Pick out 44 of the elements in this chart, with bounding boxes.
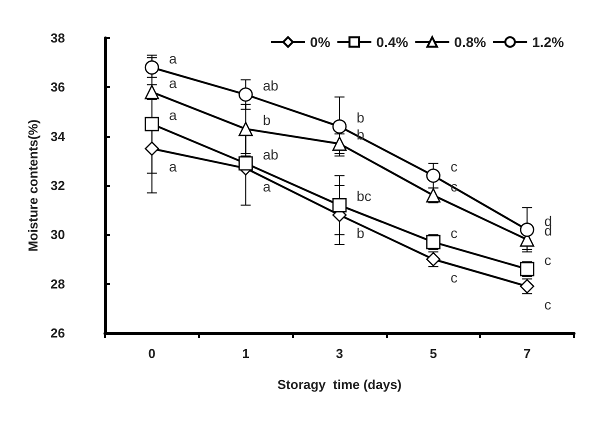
y-tick-label: 26 [50,326,65,340]
data-label: a [262,178,271,194]
point [144,141,160,156]
point [238,87,253,102]
data-label: a [169,50,178,66]
y-tick-label: 30 [50,227,65,242]
legend-label: 0% [310,34,331,50]
point [144,60,160,75]
point [332,119,347,134]
data-label: a [169,158,178,175]
point [332,136,347,151]
point [238,122,253,136]
y-tick-label: 34 [50,128,66,144]
x-axis-title: Storagy time (days) [277,377,402,392]
x-tick-label: 3 [336,346,344,361]
data-label: b [262,112,271,128]
data-label: c [450,225,458,242]
legend-label: 1.2% [532,34,565,50]
data-label: b [356,110,365,126]
y-tick-label: 36 [50,80,65,95]
data-label: ab [262,146,279,162]
y-tick-label: 28 [50,276,65,292]
data-label: c [544,252,552,268]
legend-label: 0.4% [376,34,409,50]
x-tick-label: 1 [242,346,250,361]
data-label: bc [356,188,372,204]
point [426,168,440,183]
data-label: c [450,158,458,175]
data-label: a [169,75,178,92]
legend-label: 0.8% [454,34,487,50]
x-tick-label: 7 [523,346,531,361]
x-tick-label: 5 [430,346,437,361]
y-tick-label: 38 [50,30,65,46]
y-axis-title: Moisture contents(%) [26,119,41,252]
point [144,116,160,132]
data-label: b [356,225,365,241]
x-tick-label: 0 [148,346,156,361]
data-label: c [450,269,458,286]
y-tick-label: 32 [50,178,65,193]
data-label: a [169,107,178,124]
data-label: c [544,296,552,312]
point [332,198,347,212]
point [520,222,534,237]
data-label: ab [262,78,279,94]
